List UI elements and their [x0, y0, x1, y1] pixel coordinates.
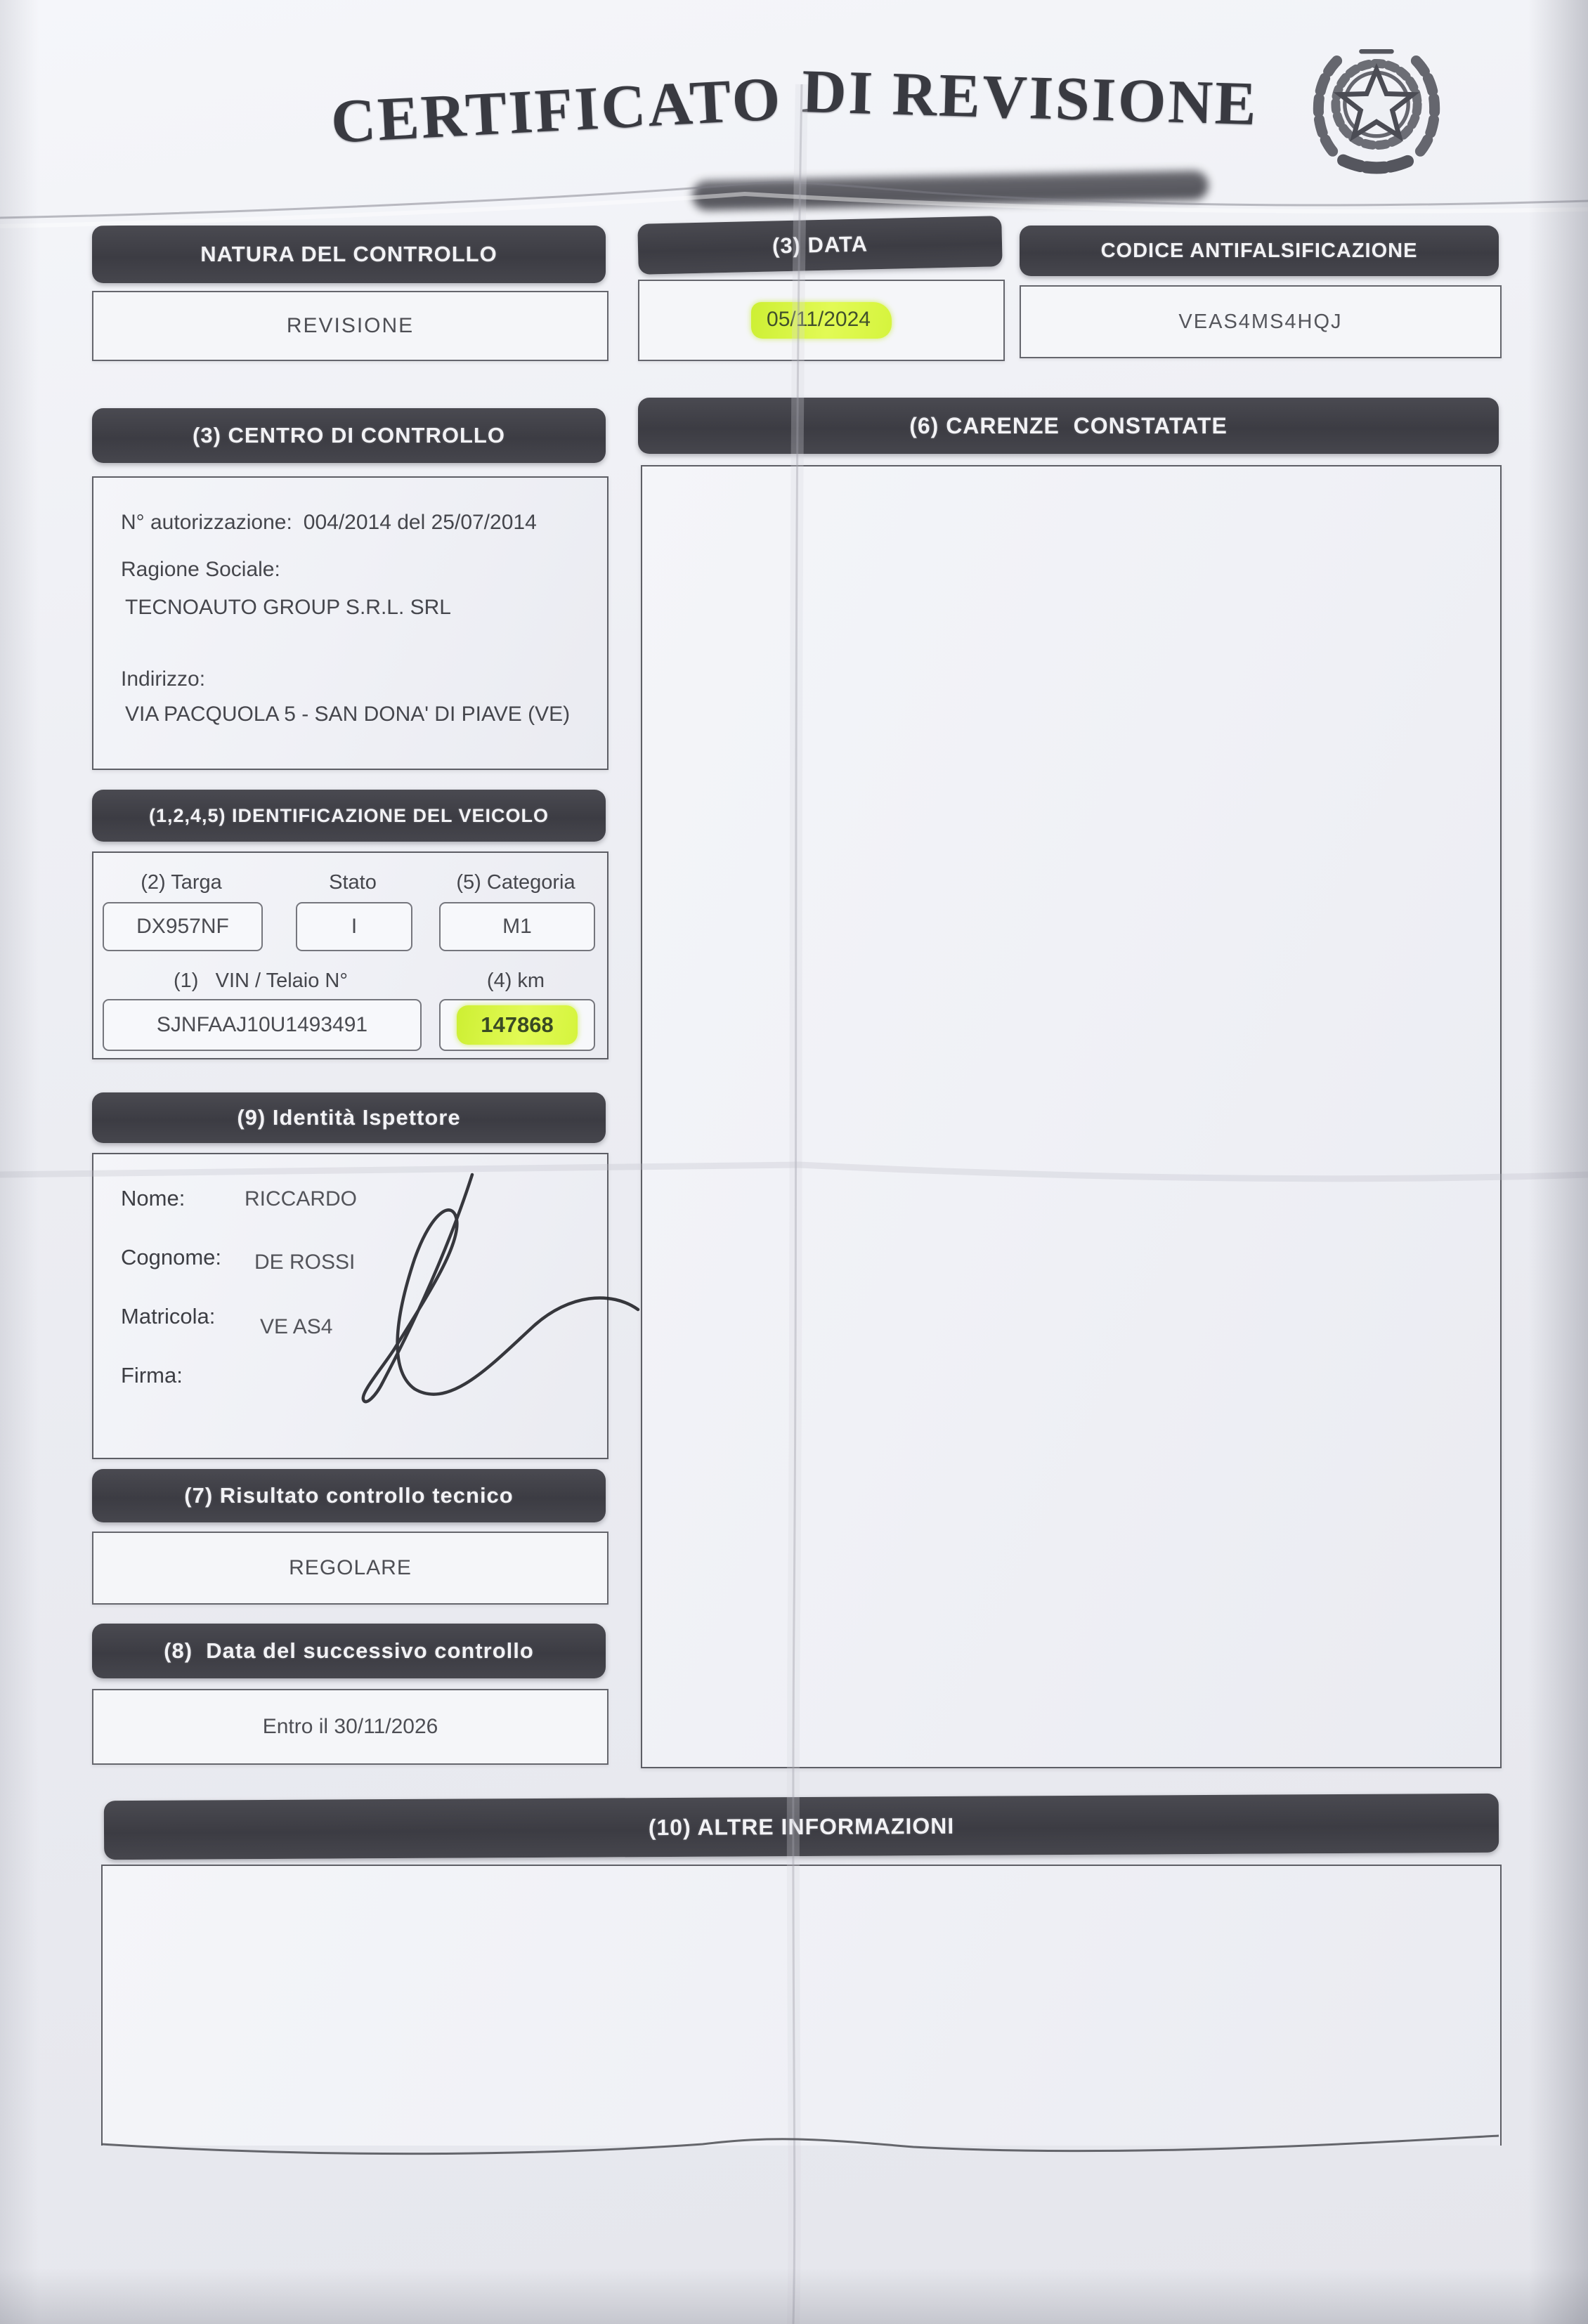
- ragione-sociale-value: TECNOAUTO GROUP S.R.L. SRL: [125, 596, 451, 619]
- matricola-label: Matricola:: [121, 1304, 216, 1329]
- risultato-value: REGOLARE: [92, 1532, 608, 1605]
- natura-value: REVISIONE: [92, 291, 608, 361]
- data-section-header: (3) DATA: [637, 216, 1003, 275]
- altre-panel: [101, 1865, 1502, 2146]
- altre-section-header: (10) ALTRE INFORMAZIONI: [103, 1793, 1499, 1860]
- inspector-signature: [361, 1173, 640, 1404]
- nome-label: Nome:: [121, 1186, 186, 1210]
- italy-emblem-icon: [1313, 48, 1440, 174]
- stato-value: I: [296, 902, 412, 951]
- km-highlight: 147868: [457, 1005, 578, 1045]
- codice-section-header: CODICE ANTIFALSIFICAZIONE: [1020, 226, 1499, 276]
- veicolo-section-header: (1,2,4,5) IDENTIFICAZIONE DEL VEICOLO: [92, 790, 606, 842]
- categoria-label: (5) Categoria: [456, 871, 575, 894]
- targa-value: DX957NF: [103, 902, 263, 951]
- centro-panel: [92, 476, 608, 770]
- scan-shadow-right: [1528, 0, 1588, 2324]
- autorizzazione-line: N° autorizzazione: 004/2014 del 25/07/201…: [121, 511, 537, 535]
- autorizzazione-label: N° autorizzazione:: [121, 511, 292, 534]
- indirizzo-label: Indirizzo:: [121, 667, 206, 691]
- centro-section-header: (3) CENTRO DI CONTROLLO: [92, 408, 606, 463]
- scan-shadow-bottom: [0, 2268, 1588, 2324]
- nome-value: RICCARDO: [245, 1187, 358, 1210]
- data-value-box: 05/11/2024: [638, 280, 1005, 361]
- natura-section-header: NATURA DEL CONTROLLO: [92, 226, 606, 283]
- ispettore-section-header: (9) Identità Ispettore: [92, 1092, 606, 1143]
- autorizzazione-value: 004/2014 del 25/07/2014: [303, 511, 537, 534]
- document-title-part2: DI REVISIONE: [800, 57, 1259, 139]
- successivo-value: Entro il 30/11/2026: [92, 1689, 608, 1765]
- carenze-panel: [641, 465, 1502, 1768]
- carenze-section-header: (6) CARENZE CONSTATATE: [638, 398, 1499, 454]
- ispettore-panel: [92, 1153, 608, 1459]
- scan-smudge-artifact: [691, 170, 1209, 211]
- date-highlight: 05/11/2024: [751, 302, 892, 339]
- ragione-sociale-label: Ragione Sociale:: [121, 558, 280, 581]
- targa-label: (2) Targa: [141, 871, 222, 894]
- stato-label: Stato: [329, 871, 377, 894]
- document-title-part1: CERTIFICATO: [329, 65, 784, 157]
- indirizzo-value: VIA PACQUOLA 5 - SAN DONA' DI PIAVE (VE): [125, 703, 571, 726]
- successivo-section-header: (8) Data del successivo controllo: [92, 1624, 606, 1678]
- cognome-value: DE ROSSI: [254, 1251, 356, 1274]
- vin-label: (1) VIN / Telaio N°: [174, 970, 348, 992]
- km-label: (4) km: [486, 970, 545, 992]
- vin-value: SJNFAAJ10U1493491: [103, 999, 422, 1051]
- km-value-box: 147868: [439, 999, 595, 1051]
- cognome-label: Cognome:: [121, 1245, 222, 1269]
- risultato-section-header: (7) Risultato controllo tecnico: [92, 1469, 606, 1522]
- firma-label: Firma:: [121, 1363, 183, 1388]
- codice-value: VEAS4MS4HQJ: [1020, 285, 1502, 358]
- categoria-value: M1: [439, 902, 595, 951]
- scan-shadow-left: [0, 0, 39, 2324]
- matricola-value: VE AS4: [260, 1315, 333, 1338]
